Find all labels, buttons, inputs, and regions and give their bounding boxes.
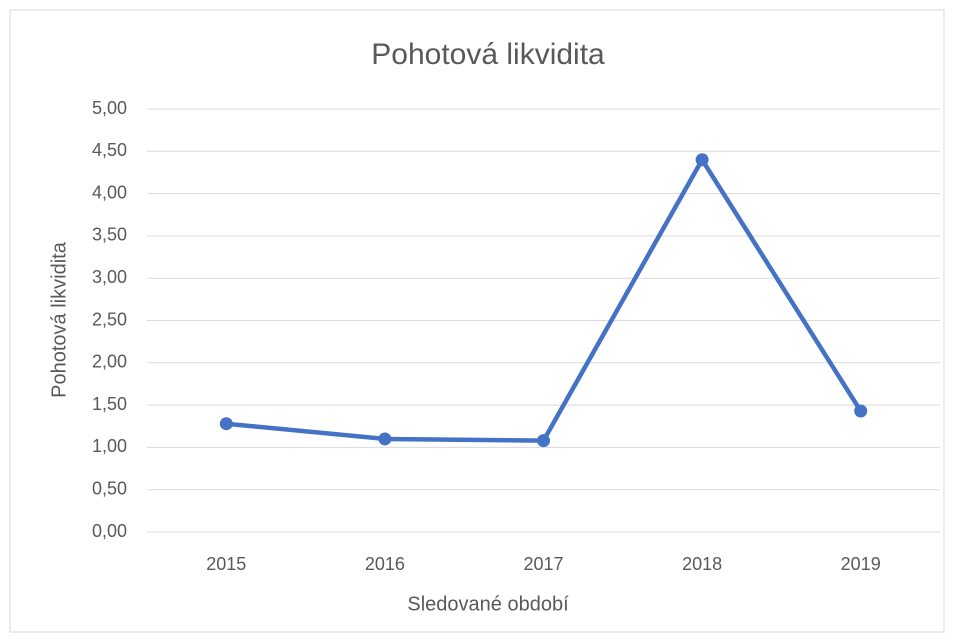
point [219,417,233,431]
point [695,153,709,167]
y-tick-label: 3,50 [92,225,127,245]
y-axis-label: Pohotová likvidita [48,241,70,398]
y-tick-label: 0,00 [92,521,127,541]
y-tick-label: 1,50 [92,394,127,414]
y-tick-label: 2,00 [92,352,127,372]
y-tick-label: 5,00 [92,98,127,118]
y-tick-label: 4,50 [92,140,127,160]
chart-title: Pohotová likvidita [371,38,605,71]
point [378,432,392,446]
x-axis-label: Sledované období [407,593,569,615]
y-tick-label: 3,00 [92,267,127,287]
x-tick-label: 2018 [682,554,722,574]
x-tick-label: 2015 [206,554,246,574]
x-tick-label: 2017 [523,554,563,574]
y-tick-label: 2,50 [92,309,127,329]
point [537,434,550,448]
point [854,404,868,418]
y-tick-label: 0,50 [92,478,127,498]
x-tick-label: 2019 [841,554,881,574]
y-tick-label: 1,00 [92,436,127,456]
x-tick-label: 2016 [365,554,405,574]
y-tick-label: 4,00 [92,182,127,202]
